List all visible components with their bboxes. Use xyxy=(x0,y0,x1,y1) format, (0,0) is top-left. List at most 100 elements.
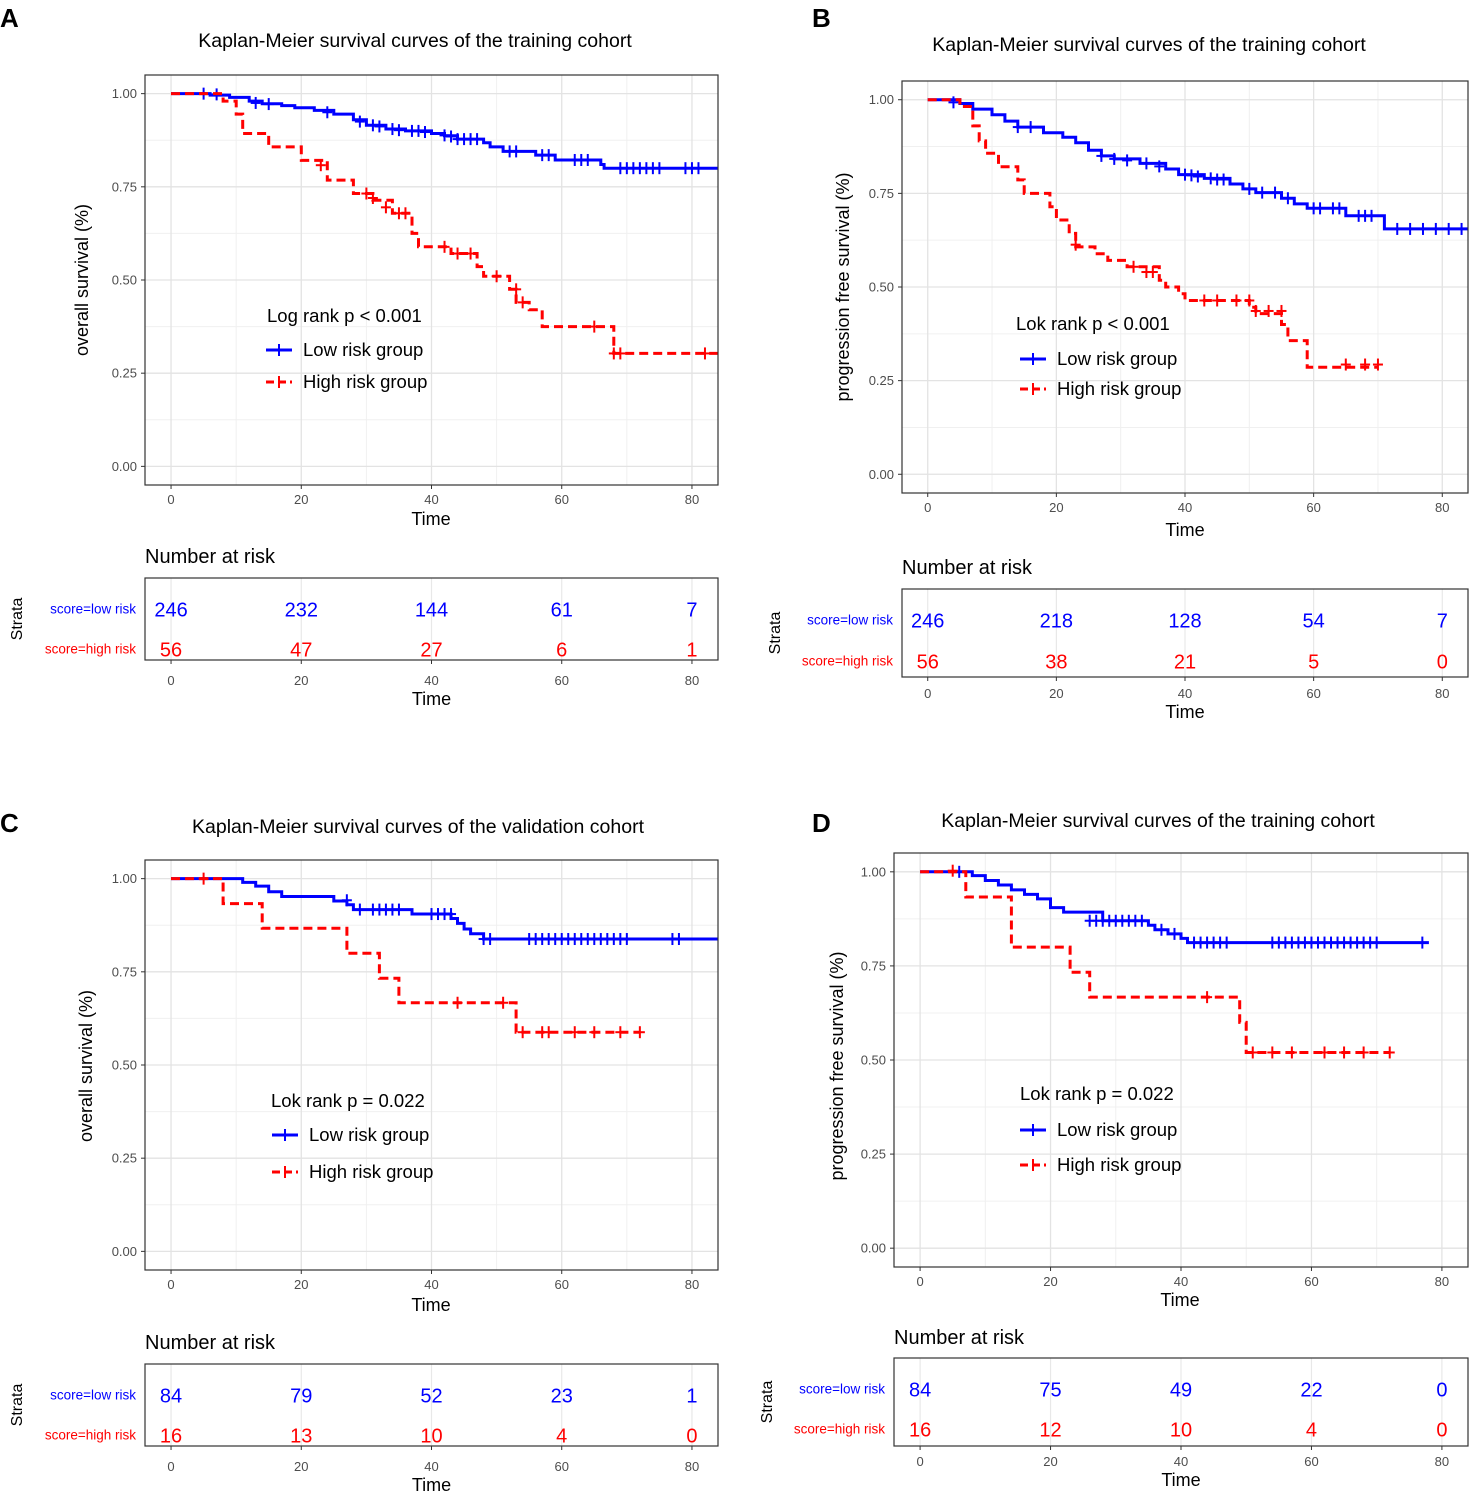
low-risk-censor-mark xyxy=(511,145,522,158)
risk-x-tick-label: 40 xyxy=(1178,686,1192,701)
high-risk-censor-mark xyxy=(543,1026,554,1039)
risk-count: 16 xyxy=(160,1426,182,1448)
risk-count: 4 xyxy=(556,1426,567,1448)
low-risk-censor-mark xyxy=(446,908,457,921)
risk-count: 52 xyxy=(420,1386,442,1408)
risk-table-x-label: Time xyxy=(1161,1470,1200,1490)
y-tick-label: 0.25 xyxy=(112,1151,137,1166)
low-risk-censor-mark xyxy=(1456,222,1467,235)
log-rank-annotation: Lok rank p < 0.001 xyxy=(1016,313,1170,334)
y-tick-label: 0.75 xyxy=(112,964,137,979)
high-risk-censor-mark xyxy=(517,1026,528,1039)
low-risk-censor-mark xyxy=(446,130,457,143)
plot-border xyxy=(144,74,719,486)
x-tick-label: 40 xyxy=(1178,500,1192,515)
risk-count: 0 xyxy=(1437,652,1448,674)
x-tick-label: 80 xyxy=(685,1277,699,1292)
risk-table: Number at risk score=low risk 246 218 128 54 7… xyxy=(767,557,1469,722)
low-risk-censor-mark xyxy=(250,96,261,109)
high-risk-censor-mark xyxy=(1147,266,1158,279)
y-tick-label: 1.00 xyxy=(861,864,886,879)
legend-high-risk: High risk group xyxy=(266,371,427,392)
risk-x-tick-label: 60 xyxy=(1304,1454,1318,1469)
high-risk-censor-mark xyxy=(589,1026,600,1039)
risk-table-title: Number at risk xyxy=(145,1332,276,1354)
risk-table-title: Number at risk xyxy=(894,1327,1025,1349)
low-risk-censor-mark xyxy=(1417,936,1428,949)
x-tick-label: 60 xyxy=(554,1277,568,1292)
low-risk-censor-mark xyxy=(1282,192,1293,205)
x-axis-label: Time xyxy=(411,1295,450,1315)
grid xyxy=(902,81,1468,493)
x-tick-label: 0 xyxy=(167,492,174,507)
high-risk-censor-mark xyxy=(452,996,463,1009)
low-risk-censor-mark xyxy=(1392,222,1403,235)
high-risk-censor-mark xyxy=(361,187,372,200)
panel-letter: D xyxy=(812,808,831,838)
risk-x-tick-label: 60 xyxy=(554,673,568,688)
y-tick-label: 0.00 xyxy=(112,1244,137,1259)
risk-row-label-low: score=low risk xyxy=(807,613,893,628)
risk-x-tick-label: 40 xyxy=(1174,1454,1188,1469)
x-tick-label: 40 xyxy=(424,492,438,507)
risk-x-tick-label: 0 xyxy=(167,673,174,688)
low-risk-censor-mark xyxy=(1136,914,1147,927)
x-tick-label: 20 xyxy=(294,492,308,507)
risk-count: 7 xyxy=(686,600,697,622)
risk-count: 7 xyxy=(1437,611,1448,633)
x-tick-label: 60 xyxy=(1304,1274,1318,1289)
risk-x-tick-label: 40 xyxy=(424,1459,438,1474)
x-tick-label: 0 xyxy=(924,500,931,515)
risk-count: 5 xyxy=(1308,652,1319,674)
x-tick-label: 40 xyxy=(424,1277,438,1292)
risk-count: 4 xyxy=(1306,1420,1317,1442)
high-risk-censor-mark xyxy=(569,1026,580,1039)
x-tick-label: 20 xyxy=(294,1277,308,1292)
high-risk-censor-mark xyxy=(699,347,710,360)
low-risk-censor-mark xyxy=(413,124,424,137)
low-risk-censor-mark xyxy=(1244,182,1255,195)
x-tick-label: 60 xyxy=(1306,500,1320,515)
risk-row-label-low: score=low risk xyxy=(50,602,136,617)
high-risk-censor-mark xyxy=(1212,294,1223,307)
risk-count: 56 xyxy=(917,652,939,674)
low-risk-censor-mark xyxy=(1192,170,1203,183)
panel-letter: B xyxy=(812,3,831,33)
risk-table: Number at risk score=low risk 84 79 52 23 1 sco… xyxy=(9,1332,719,1495)
high-risk-censor-mark xyxy=(1384,1046,1395,1059)
legend-label: High risk group xyxy=(303,371,427,392)
low-risk-censor-mark xyxy=(543,149,554,162)
risk-count: 0 xyxy=(686,1426,697,1448)
x-tick-label: 20 xyxy=(1043,1274,1057,1289)
plot-border xyxy=(144,859,719,1271)
high-risk-censor-mark xyxy=(1231,294,1242,307)
low-risk-censor-mark xyxy=(263,98,274,111)
legend-low-risk: Low risk group xyxy=(266,339,423,360)
panel-letter: A xyxy=(0,3,19,33)
x-tick-label: 80 xyxy=(1435,500,1449,515)
low-risk-censor-mark xyxy=(1371,936,1382,949)
risk-count: 75 xyxy=(1039,1380,1061,1402)
risk-count: 218 xyxy=(1040,611,1073,633)
x-tick-label: 0 xyxy=(167,1277,174,1292)
high-risk-censor-mark xyxy=(947,864,958,877)
low-risk-censor-mark xyxy=(374,120,385,133)
risk-count: 128 xyxy=(1168,611,1201,633)
high-risk-censor-mark xyxy=(400,207,411,220)
x-tick-label: 40 xyxy=(1174,1274,1188,1289)
high-risk-censor-mark xyxy=(615,1026,626,1039)
low-risk-censor-mark xyxy=(485,933,496,946)
low-risk-censor-mark xyxy=(1430,222,1441,235)
low-risk-censor-mark xyxy=(1334,202,1345,215)
low-risk-censor-mark xyxy=(693,162,704,175)
risk-table: Number at risk score=low risk 84 75 49 22 0 sco… xyxy=(759,1327,1469,1490)
risk-count: 246 xyxy=(154,600,187,622)
risk-table-strata-label: Strata xyxy=(759,1381,776,1424)
risk-x-tick-label: 60 xyxy=(554,1459,568,1474)
risk-x-tick-label: 80 xyxy=(685,673,699,688)
low-risk-censor-mark xyxy=(1443,222,1454,235)
y-axis-label: overall survival (%) xyxy=(76,990,96,1142)
low-risk-censor-mark xyxy=(367,119,378,132)
risk-x-tick-label: 40 xyxy=(424,673,438,688)
